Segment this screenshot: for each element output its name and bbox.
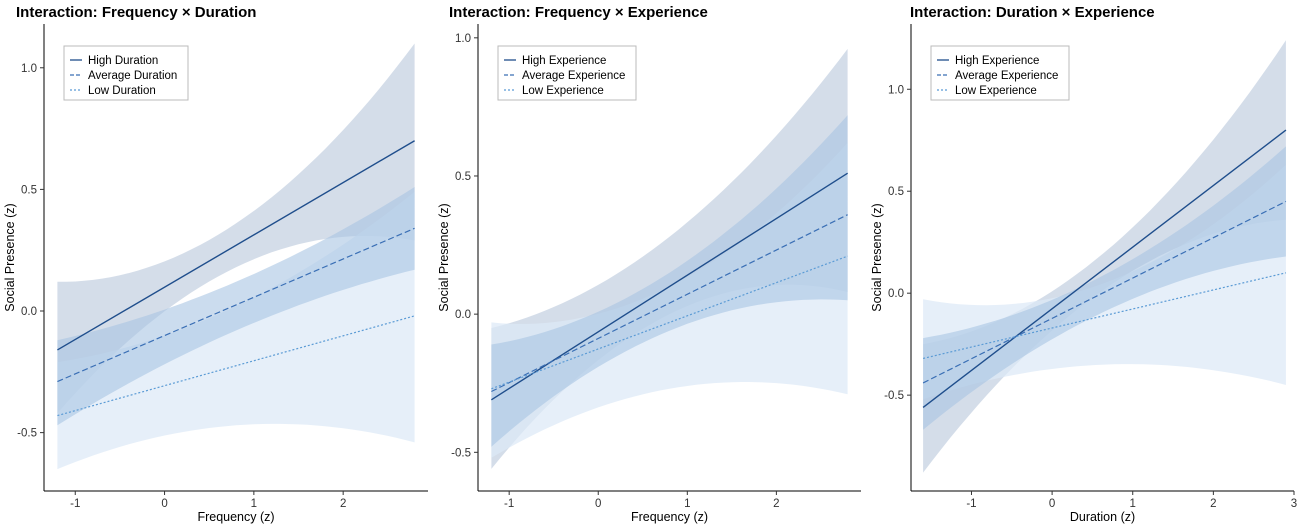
chart-title: Interaction: Duration × Experience — [910, 4, 1155, 21]
x-axis-label: Frequency (z) — [631, 510, 708, 524]
y-axis-label: Social Presence (z) — [870, 203, 884, 311]
legend: High Experience Average Experience Low E… — [497, 45, 637, 101]
series-line-average — [57, 227, 415, 383]
y-tick-label: -0.5 — [884, 390, 904, 402]
series-lines — [57, 140, 415, 417]
confidence-bands — [57, 43, 415, 470]
x-tick-label: 0 — [1049, 498, 1055, 510]
legend-label-low: Low Experience — [522, 85, 604, 97]
x-tick-label: 2 — [1210, 498, 1216, 510]
x-tick-label: 1 — [684, 498, 690, 510]
y-tick-label: 0.0 — [888, 288, 904, 300]
legend-box — [930, 45, 1070, 101]
x-tick-label: 1 — [251, 498, 257, 510]
series-line-high — [922, 129, 1287, 408]
x-axis-label: Duration (z) — [1070, 510, 1135, 524]
series-line-high — [57, 140, 415, 351]
y-tick-label: -0.5 — [17, 428, 37, 440]
x-tick-label: -1 — [70, 498, 80, 510]
legend: High Experience Average Experience Low E… — [930, 45, 1070, 101]
legend-label-average: Average Experience — [522, 70, 625, 82]
y-tick-label: 0.0 — [21, 306, 37, 318]
x-ticks: -1 0 1 2 3 — [966, 491, 1297, 510]
legend-box — [497, 45, 637, 101]
ci-band-average — [923, 146, 1286, 430]
y-tick-label: 0.5 — [888, 186, 904, 198]
x-tick-label: 0 — [595, 498, 601, 510]
x-tick-label: 0 — [161, 498, 167, 510]
series-line-average — [491, 214, 848, 393]
y-axis-label: Social Presence (z) — [437, 203, 451, 311]
x-axis-label: Frequency (z) — [197, 510, 274, 524]
ci-band-average — [57, 187, 415, 426]
y-tick-label: -0.5 — [451, 447, 471, 459]
confidence-bands — [491, 48, 848, 469]
chart-title: Interaction: Frequency × Experience — [449, 4, 708, 21]
panel-frequency-duration: Interaction: Frequency × Duration -1 0 1 2 … — [3, 4, 428, 524]
y-tick-label: 0.0 — [455, 309, 471, 321]
x-tick-label: 2 — [340, 498, 346, 510]
legend-label-high: High Experience — [522, 55, 606, 67]
legend-label-high: High Duration — [88, 55, 158, 67]
series-lines — [922, 129, 1287, 408]
y-axis-label: Social Presence (z) — [3, 203, 17, 311]
x-tick-label: 2 — [773, 498, 779, 510]
legend: High Duration Average Duration Low Durat… — [63, 45, 189, 101]
series-line-low — [57, 315, 415, 417]
legend-label-average: Average Duration — [88, 70, 177, 82]
x-tick-label: -1 — [504, 498, 514, 510]
y-tick-label: 0.5 — [21, 184, 37, 196]
y-ticks: -0.5 0.0 0.5 1.0 — [17, 63, 44, 440]
legend-label-average: Average Experience — [955, 70, 1058, 82]
legend-box — [63, 45, 189, 101]
legend-label-low: Low Duration — [88, 85, 156, 97]
y-ticks: -0.5 0.0 0.5 1.0 — [884, 84, 911, 402]
series-line-average — [922, 200, 1287, 384]
legend-label-high: High Experience — [955, 55, 1039, 67]
ci-band-average — [491, 115, 848, 447]
x-tick-label: 1 — [1130, 498, 1136, 510]
confidence-bands — [923, 40, 1286, 473]
x-ticks: -1 0 1 2 — [504, 491, 780, 510]
series-lines — [490, 172, 849, 401]
panel-duration-experience: Interaction: Duration × Experience -1 0 1 2… — [870, 4, 1297, 524]
x-tick-label: -1 — [966, 498, 976, 510]
y-tick-label: 1.0 — [888, 84, 904, 96]
y-tick-label: 0.5 — [455, 171, 471, 183]
y-ticks: -0.5 0.0 0.5 1.0 — [451, 33, 478, 459]
chart-title: Interaction: Frequency × Duration — [16, 4, 256, 21]
x-tick-label: 3 — [1291, 498, 1297, 510]
y-tick-label: 1.0 — [455, 33, 471, 45]
x-ticks: -1 0 1 2 — [70, 491, 346, 510]
panel-frequency-experience: Interaction: Frequency × Experience -1 0 1… — [437, 4, 861, 524]
series-line-low — [491, 255, 848, 390]
y-tick-label: 1.0 — [21, 63, 37, 75]
legend-label-low: Low Experience — [955, 85, 1037, 97]
